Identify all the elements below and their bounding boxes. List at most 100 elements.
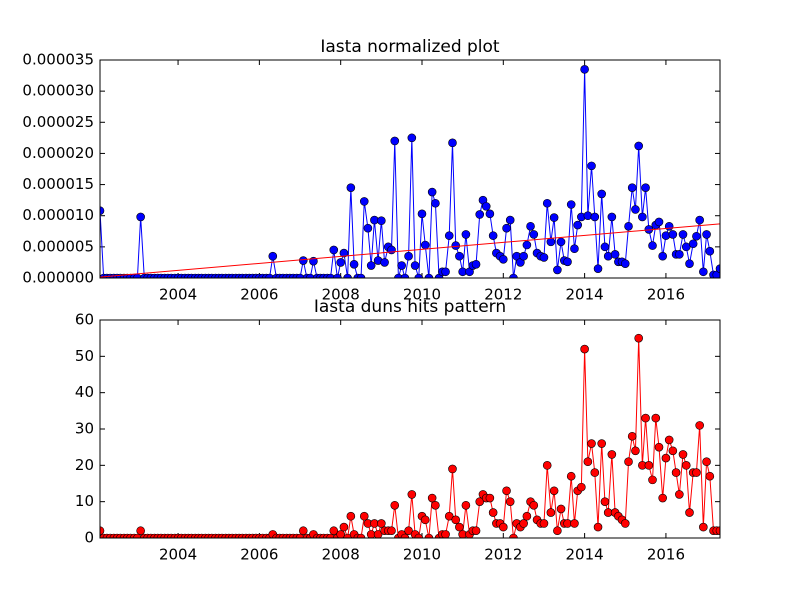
data-point [610,250,620,259]
x-tick-label: 2012 [484,546,522,564]
data-point [607,450,617,459]
plot-content [100,65,720,278]
x-tick-label: 2006 [240,286,278,304]
x-tick-label: 2016 [647,286,685,304]
data-point [448,138,457,148]
data-point [451,515,461,525]
x-tick-label: 2008 [322,286,360,304]
data-point [580,344,589,354]
data-point [546,508,556,517]
data-point [519,251,528,261]
data-point [359,197,369,206]
data-point [675,250,684,259]
y-tick-label: 0 [84,529,94,547]
data-point [499,255,508,264]
data-point [326,273,335,278]
data-point [577,482,586,492]
y-tick-label: 0.000015 [22,175,94,193]
data-point [400,273,410,278]
x-tick-label: 2014 [566,546,604,564]
x-tick-label: 2004 [159,286,197,304]
data-point [634,141,643,151]
data-point [678,230,688,239]
data-point [715,526,720,536]
y-tick-label: 0.000020 [22,144,94,162]
data-point [346,183,356,192]
x-tick-label: 2008 [322,546,360,564]
data-point [133,533,142,538]
data-point [387,245,396,255]
y-tick-label: 30 [75,420,94,438]
data-point [620,259,630,268]
data-point [522,240,532,250]
data-point [339,248,349,258]
data-point [420,515,430,525]
data-point [377,216,386,225]
data-point [488,508,498,517]
data-point [651,413,661,423]
data-point [580,65,589,74]
data-point [431,500,440,510]
data-point [644,461,654,470]
data-point [336,258,345,267]
data-point [100,206,105,216]
y-tick-label: 0.000005 [22,237,94,255]
data-point [668,446,678,456]
data-point [668,230,678,239]
plot-area [100,60,720,278]
data-point [600,497,610,506]
data-point [539,253,549,262]
data-point [542,461,552,470]
axes-frame [99,319,721,539]
data-point [366,261,376,270]
data-point [570,244,579,254]
data-point [390,136,400,146]
data-point [455,251,464,261]
data-point [431,198,440,208]
data-point [570,519,579,528]
data-point [685,259,694,268]
data-point [404,526,413,536]
data-point [695,421,704,430]
y-tick-label: 50 [75,347,94,365]
data-point [397,261,406,270]
data-point [539,519,549,528]
data-point [326,533,335,538]
data-point [519,519,528,528]
data-point [620,519,630,528]
y-tick-label: 0.000000 [22,269,94,287]
data-point [268,251,278,261]
data-point [600,242,610,252]
data-point [485,493,495,503]
data-point [556,504,566,514]
y-tick-label: 40 [75,383,94,401]
data-point [549,213,559,222]
data-point [298,526,308,536]
data-point [641,183,650,192]
data-point [664,222,674,231]
data-point [448,464,457,474]
data-point [336,530,345,538]
data-point [265,273,274,278]
data-point [455,522,464,532]
trend-line [100,223,720,278]
data-point [590,468,600,477]
data-point [329,526,339,536]
data-point [349,259,359,269]
data-point [692,231,701,241]
data-point [566,471,576,481]
data-point [475,497,485,506]
data-point [488,231,498,240]
data-point [627,431,637,441]
data-point [380,258,389,267]
x-tick-label: 2006 [240,546,278,564]
data-point [597,189,606,199]
data-point [681,461,691,470]
data-point [505,215,515,225]
data-point [509,273,518,278]
data-point [427,187,437,197]
data-point [298,256,308,265]
data-point [485,209,495,219]
data-point [654,217,664,227]
data-point [441,530,450,538]
